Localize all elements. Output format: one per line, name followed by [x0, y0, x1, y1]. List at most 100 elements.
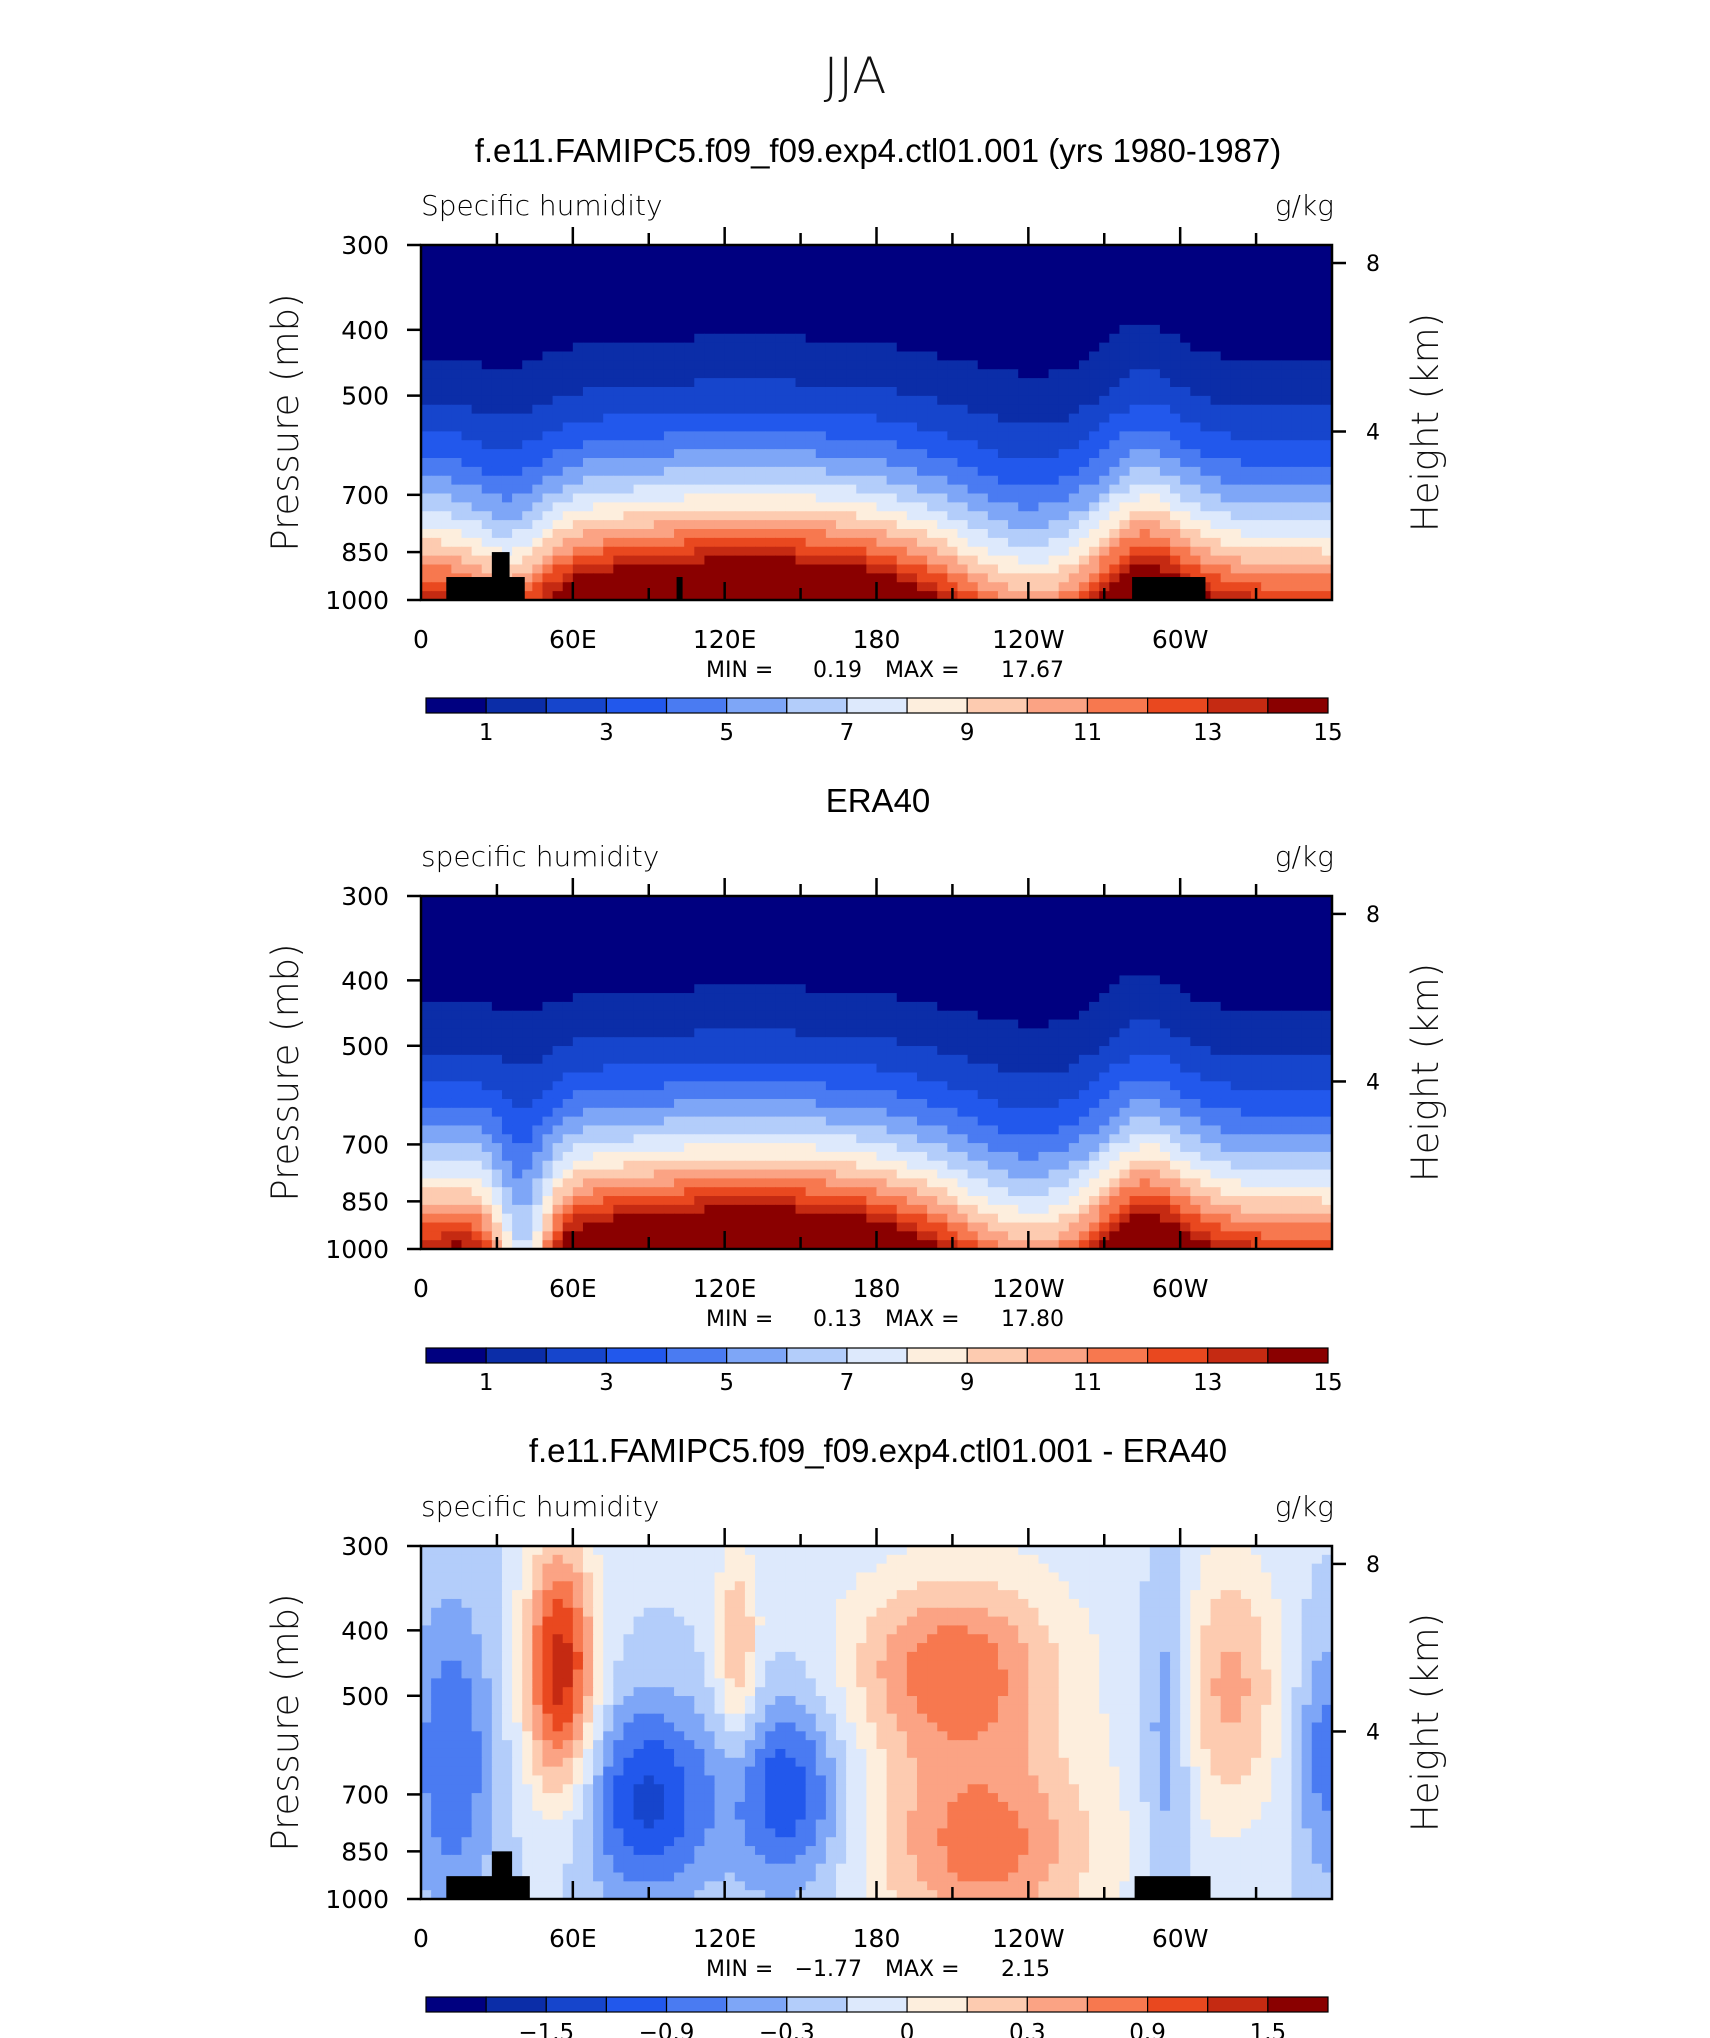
contour-cell: [1190, 1001, 1202, 1012]
contour-cell: [421, 564, 432, 574]
contour-cell: [1311, 948, 1323, 959]
contour-cell: [633, 316, 645, 326]
contour-cell: [431, 564, 442, 574]
contour-cell: [1210, 1001, 1222, 1012]
contour-cell: [421, 1010, 432, 1021]
contour-cell: [1251, 940, 1262, 950]
contour-cell: [684, 387, 695, 397]
contour-cell: [957, 458, 969, 468]
contour-cell: [755, 422, 766, 432]
contour-cell: [461, 351, 473, 361]
contour-cell: [1119, 324, 1131, 335]
contour-cell: [694, 484, 706, 495]
contour-cell: [1048, 404, 1060, 415]
contour-cell: [1048, 333, 1060, 344]
contour-cell: [1028, 475, 1040, 486]
contour-cell: [633, 413, 645, 424]
contour-cell: [1311, 316, 1323, 326]
contour-cell: [1281, 922, 1293, 932]
contour-cell: [572, 245, 584, 255]
contour-cell: [1159, 529, 1171, 539]
contour-cell: [785, 529, 797, 539]
contour-cell: [977, 948, 989, 959]
contour-cell: [997, 431, 1009, 441]
contour-cell: [825, 324, 837, 335]
contour-cell: [765, 582, 776, 592]
contour-cell: [927, 966, 938, 977]
contour-cell: [1170, 422, 1181, 432]
contour-cell: [1190, 333, 1202, 344]
contour-cell: [805, 957, 817, 968]
contour-cell: [916, 360, 928, 370]
contour-cell: [572, 378, 584, 388]
contour-cell: [613, 422, 625, 432]
contour-cell: [744, 378, 756, 388]
contour-cell: [1220, 896, 1232, 906]
contour-cell: [765, 262, 776, 273]
contour-cell: [1321, 493, 1332, 503]
contour-cell: [836, 904, 847, 915]
contour-cell: [1038, 324, 1050, 335]
contour-cell: [856, 253, 867, 264]
contour-cell: [805, 546, 817, 557]
contour-cell: [441, 333, 452, 344]
contour-cell: [633, 957, 645, 968]
contour-cell: [653, 1019, 665, 1029]
contour-cell: [431, 395, 442, 406]
contour-cell: [542, 940, 554, 950]
contour-cell: [542, 931, 554, 941]
contour-cell: [724, 404, 736, 415]
contour-cell: [916, 253, 928, 264]
contour-cell: [512, 520, 523, 530]
contour-cell: [1159, 440, 1171, 450]
contour-cell: [1139, 984, 1151, 994]
contour-cell: [542, 458, 554, 468]
contour-cell: [491, 940, 503, 950]
contour-cell: [765, 316, 776, 326]
contour-cell: [481, 253, 493, 264]
contour-cell: [1230, 493, 1242, 503]
contour-cell: [1301, 466, 1313, 477]
contour-cell: [542, 280, 554, 290]
contour-cell: [1200, 413, 1212, 424]
contour-cell: [441, 253, 452, 264]
contour-cell: [866, 280, 878, 290]
contour-cell: [744, 591, 756, 600]
contour-cell: [1170, 564, 1181, 574]
contour-cell: [1271, 360, 1282, 370]
contour-cell: [653, 466, 665, 477]
contour-cell: [1170, 333, 1181, 344]
contour-cell: [532, 440, 544, 450]
contour-cell: [481, 440, 493, 450]
contour-cell: [724, 324, 736, 335]
contour-cell: [421, 582, 432, 592]
contour-cell: [997, 1010, 1009, 1021]
contour-cell: [775, 564, 786, 574]
contour-cell: [1068, 913, 1080, 924]
contour-cell: [1180, 564, 1191, 574]
contour-cell: [947, 948, 959, 959]
contour-cell: [1068, 253, 1080, 264]
contour-cell: [1180, 378, 1191, 388]
contour-cell: [461, 1010, 473, 1021]
contour-cell: [795, 440, 807, 450]
contour-cell: [755, 395, 766, 406]
contour-cell: [775, 378, 786, 388]
contour-cell: [552, 555, 564, 566]
contour-cell: [1119, 475, 1131, 486]
contour-cell: [421, 431, 432, 441]
contour-cell: [633, 395, 645, 406]
contour-cell: [866, 395, 878, 406]
contour-cell: [755, 913, 766, 924]
contour-cell: [481, 913, 493, 924]
contour-cell: [755, 458, 766, 468]
contour-cell: [765, 922, 776, 932]
contour-cell: [805, 984, 817, 994]
contour-cell: [1089, 351, 1100, 361]
contour-cell: [836, 940, 847, 950]
contour-cell: [724, 913, 736, 924]
contour-cell: [906, 966, 918, 977]
contour-cell: [1200, 984, 1212, 994]
contour-cell: [593, 993, 604, 1003]
contour-cell: [572, 475, 584, 486]
